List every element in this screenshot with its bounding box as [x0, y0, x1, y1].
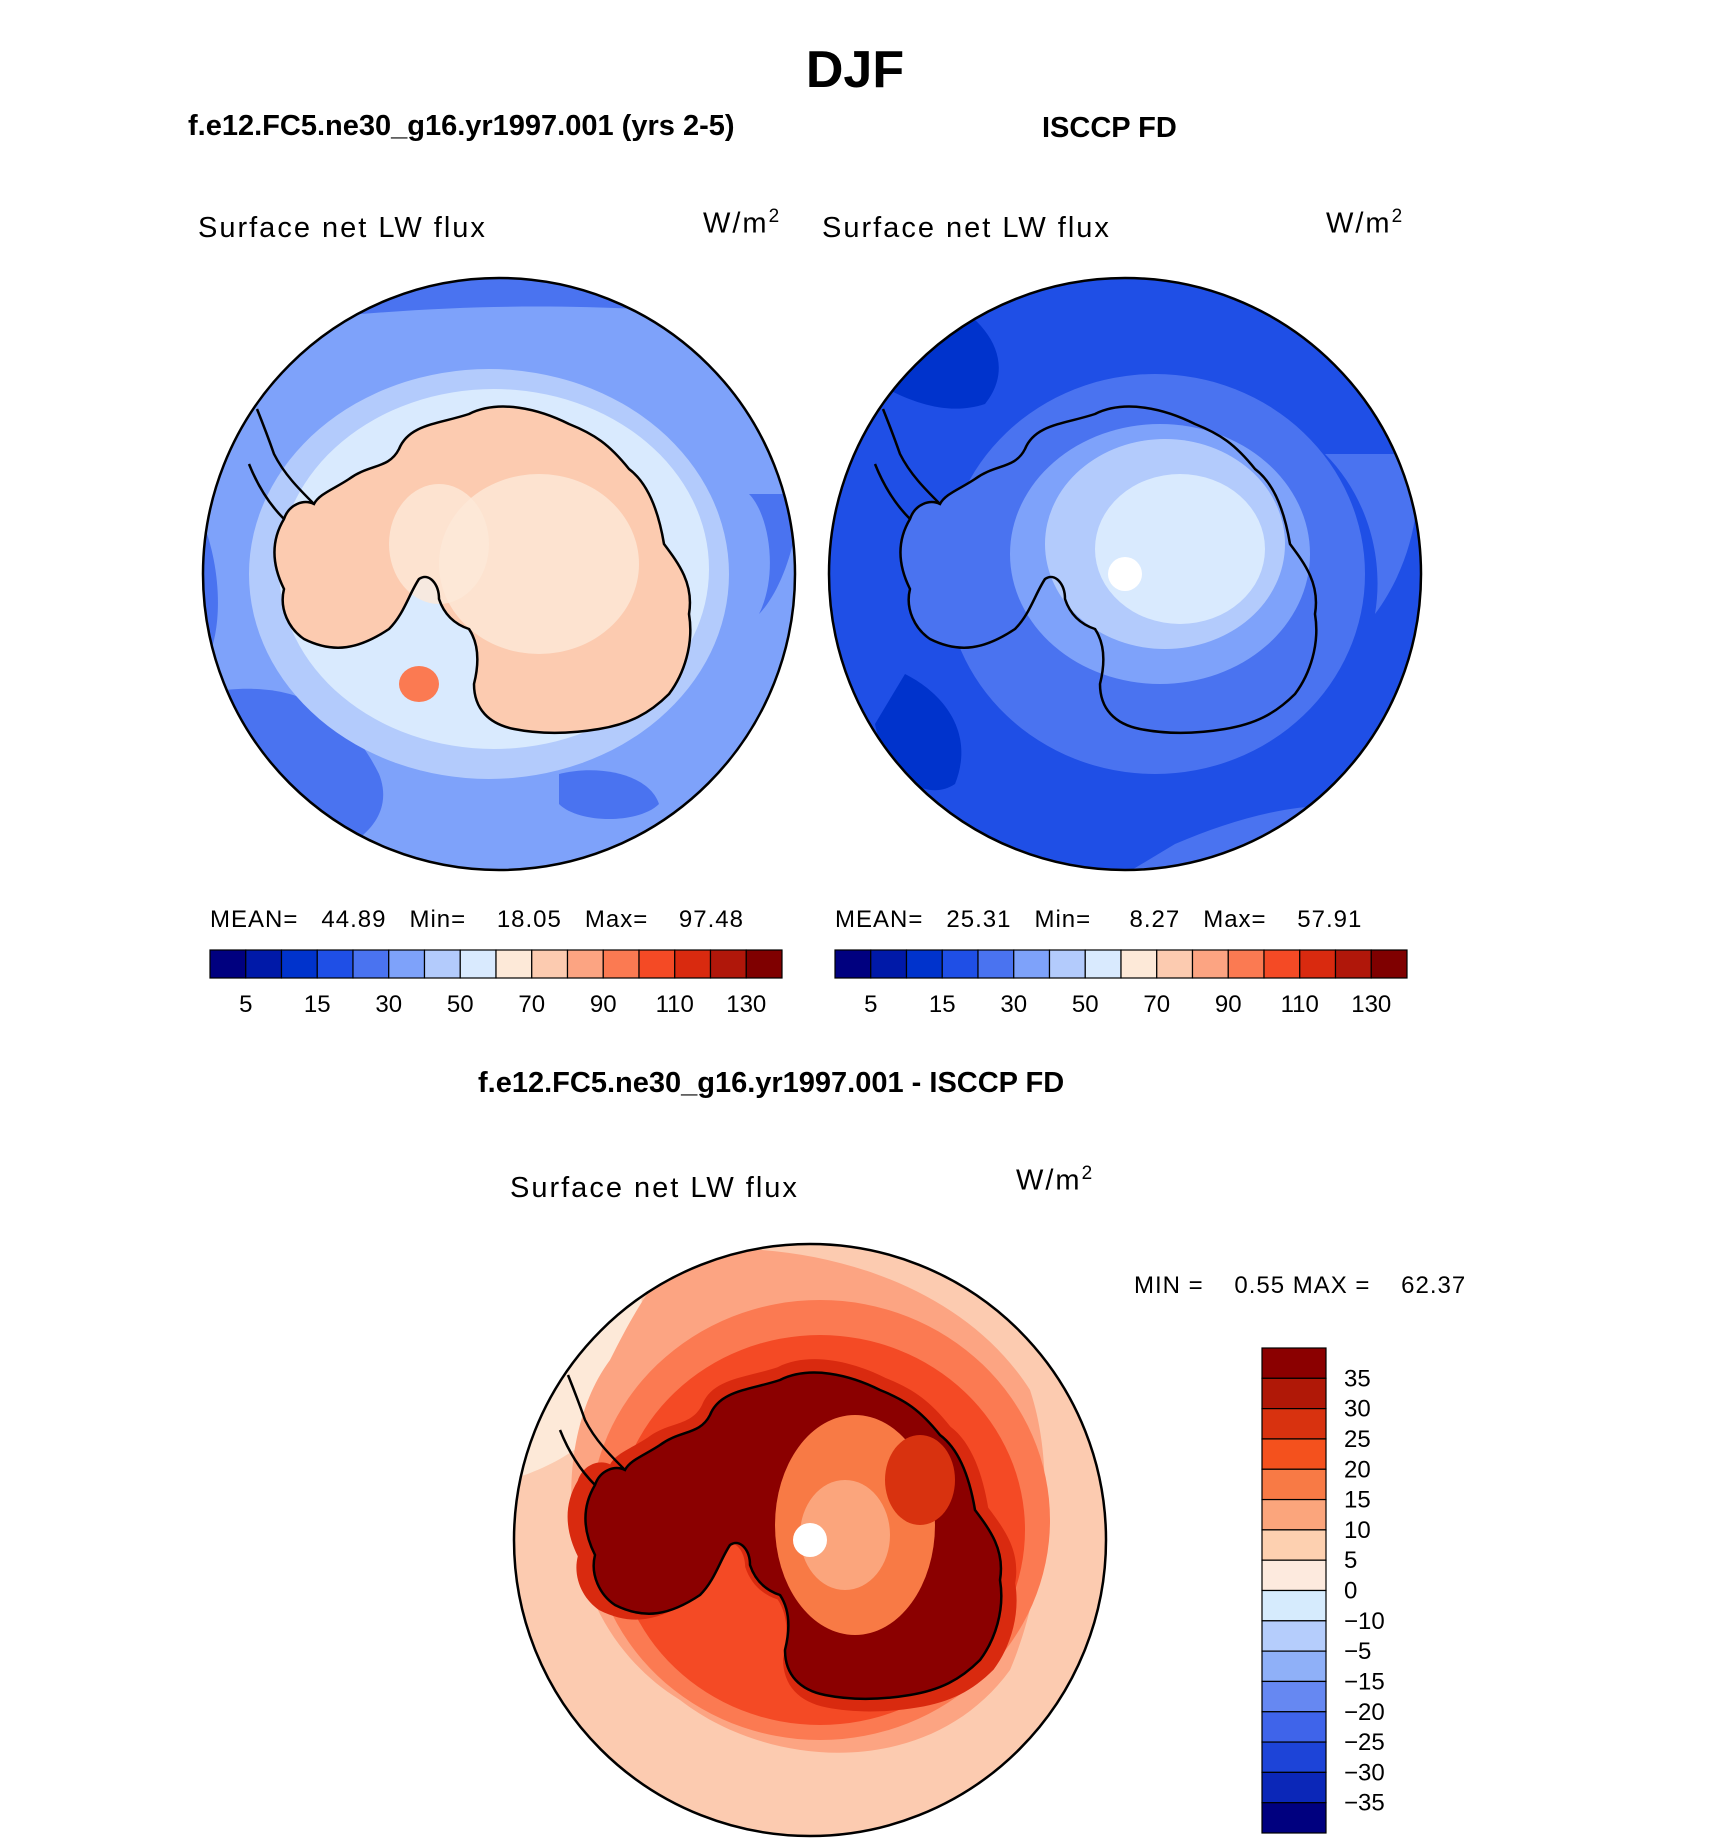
diff-colorbar-swatch [1261, 1741, 1327, 1773]
model-colorbar-tick-label: 70 [518, 991, 545, 1018]
model-colorbar-swatch [459, 949, 497, 979]
diff-colorbar-tick-label: 0 [1344, 1578, 1357, 1605]
obs-unit-label: W/m2 [1326, 206, 1405, 240]
obs-colorbar-tick-label: 5 [864, 991, 877, 1018]
model-colorbar-swatch [209, 949, 247, 979]
obs-colorbar-tick-label: 70 [1143, 991, 1170, 1018]
obs-stats: MEAN= 25.31 Min= 8.27 Max= 57.91 [835, 906, 1363, 933]
obs-panel-title: ISCCP FD [1042, 112, 1177, 144]
obs-colorbar-swatch [977, 949, 1015, 979]
diff-colorbar-tick-label: 25 [1344, 1426, 1371, 1453]
obs-colorbar-tick-label: 30 [1000, 991, 1027, 1018]
diff-colorbar-tick-label: −35 [1344, 1790, 1385, 1817]
model-colorbar-swatch [709, 949, 747, 979]
obs-colorbar-swatch [1156, 949, 1194, 979]
diff-colorbar-swatch [1261, 1620, 1327, 1652]
model-colorbar-swatch [280, 949, 318, 979]
diff-colorbar-swatch [1261, 1771, 1327, 1804]
diff-colorbar-swatch [1261, 1438, 1327, 1470]
obs-colorbar-swatch [1299, 949, 1337, 979]
diff-colorbar-swatch [1261, 1559, 1327, 1592]
diff-colorbar-tick-label: −30 [1344, 1759, 1385, 1786]
model-colorbar-tick-label: 50 [447, 991, 474, 1018]
diff-colorbar-swatch [1261, 1347, 1327, 1379]
obs-colorbar-swatch [1370, 949, 1408, 979]
diff-colorbar-swatch [1261, 1711, 1327, 1743]
obs-colorbar-swatch [1263, 949, 1301, 979]
obs-colorbar-tick-label: 130 [1351, 991, 1391, 1018]
model-colorbar-swatch [388, 949, 426, 979]
model-colorbar-swatch [316, 949, 354, 979]
obs-colorbar-swatch [1013, 949, 1051, 979]
model-unit-label: W/m2 [703, 206, 782, 240]
obs-colorbar-swatch [941, 949, 979, 979]
model-panel-title: f.e12.FC5.ne30_g16.yr1997.001 (yrs 2-5) [188, 110, 735, 142]
model-colorbar-tick-label: 30 [375, 991, 402, 1018]
diff-colorbar-tick-label: 10 [1344, 1517, 1371, 1544]
diff-colorbar-tick-label: −25 [1344, 1729, 1385, 1756]
obs-colorbar-swatch [1334, 949, 1372, 979]
diff-unit-label: W/m2 [1016, 1163, 1095, 1197]
model-colorbar-tick-label: 15 [304, 991, 331, 1018]
diff-colorbar-swatch [1261, 1498, 1327, 1531]
obs-colorbar-swatch [1227, 949, 1265, 979]
model-colorbar-swatch [674, 949, 712, 979]
obs-colorbar-tick-label: 15 [929, 991, 956, 1018]
diff-colorbar-tick-label: 15 [1344, 1487, 1371, 1514]
model-colorbar-swatch [566, 949, 604, 979]
diff-colorbar-swatch [1261, 1650, 1327, 1683]
diff-colorbar-tick-label: −15 [1344, 1668, 1385, 1695]
diff-stats: MIN = 0.55 MAX = 62.37 [1134, 1272, 1467, 1299]
obs-colorbar-tick-label: 50 [1072, 991, 1099, 1018]
model-colorbar-swatch [352, 949, 390, 979]
model-colorbar: 5 15 30 50 70 90 110 130 [209, 949, 783, 1018]
model-colorbar-swatch [531, 949, 569, 979]
model-colorbar-swatch [495, 949, 533, 979]
model-colorbar-swatch [245, 949, 283, 979]
diff-colorbar-swatch [1261, 1408, 1327, 1440]
model-colorbar-swatch [638, 949, 676, 979]
model-colorbar-tick-label: 130 [726, 991, 766, 1018]
obs-colorbar-swatch [1120, 949, 1158, 979]
obs-colorbar-swatch [1048, 949, 1086, 979]
obs-map [829, 278, 1421, 870]
diff-colorbar-swatch [1261, 1680, 1327, 1713]
obs-colorbar: 5 15 30 50 70 90 110 130 [834, 949, 1408, 1018]
model-colorbar-swatch [745, 949, 783, 979]
diff-colorbar: 35 30 25 20 15 10 5 0 −10 −5 −15 −20 −25 −30 −35 [1261, 1347, 1385, 1834]
diff-colorbar-tick-label: 5 [1344, 1547, 1357, 1574]
diff-colorbar-tick-label: −5 [1344, 1638, 1371, 1665]
model-colorbar-tick-label: 5 [239, 991, 252, 1018]
obs-colorbar-swatch [834, 949, 872, 979]
obs-variable-label: Surface net LW flux [822, 212, 1111, 244]
diff-colorbar-swatch [1261, 1377, 1327, 1410]
model-colorbar-swatch [423, 949, 461, 979]
diff-colorbar-swatch [1261, 1468, 1327, 1501]
diff-colorbar-swatch [1261, 1529, 1327, 1561]
model-colorbar-swatch [602, 949, 640, 979]
obs-colorbar-swatch [1191, 949, 1229, 979]
diff-colorbar-tick-label: −20 [1344, 1699, 1385, 1726]
model-map [203, 278, 795, 870]
diff-colorbar-tick-label: 20 [1344, 1456, 1371, 1483]
diff-colorbar-tick-label: 30 [1344, 1396, 1371, 1423]
obs-colorbar-swatch [870, 949, 908, 979]
diff-colorbar-tick-label: 35 [1344, 1365, 1371, 1392]
diff-colorbar-swatch [1261, 1802, 1327, 1834]
obs-colorbar-tick-label: 90 [1215, 991, 1242, 1018]
model-variable-label: Surface net LW flux [198, 212, 487, 244]
model-colorbar-tick-label: 110 [656, 991, 694, 1018]
diff-variable-label: Surface net LW flux [510, 1172, 799, 1204]
diff-colorbar-tick-label: −10 [1344, 1608, 1385, 1635]
diff-colorbar-swatch [1261, 1589, 1327, 1622]
obs-colorbar-tick-label: 110 [1281, 991, 1319, 1018]
figure-season-title: DJF [805, 41, 905, 99]
model-colorbar-tick-label: 90 [590, 991, 617, 1018]
diff-panel-title: f.e12.FC5.ne30_g16.yr1997.001 - ISCCP FD [478, 1067, 1065, 1099]
obs-colorbar-swatch [1084, 949, 1122, 979]
obs-colorbar-swatch [905, 949, 943, 979]
model-stats: MEAN= 44.89 Min= 18.05 Max= 97.48 [210, 906, 744, 933]
